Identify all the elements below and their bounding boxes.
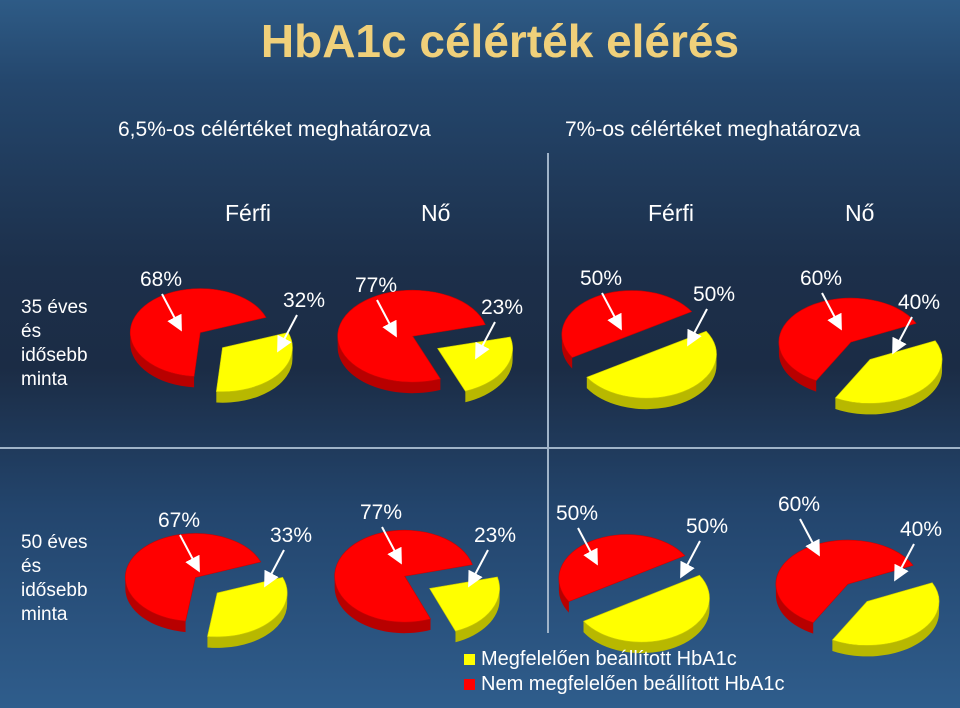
pie-8-achieved-side-0 [832,601,940,657]
row-label-50-line-2: és [21,556,42,577]
pie-3: 50% 50% [561,267,735,410]
pie-1-label-achieved: 32% [283,289,325,312]
pie-1-not-achieved-side-0 [130,332,195,388]
pie-8-slice-not-achieved [775,539,914,623]
pie-2-achieved-side-0 [465,348,513,403]
pie-3-arrow-not-achieved [601,292,622,331]
pie-1-slice-achieved [215,332,293,392]
pie-1: 68% 32% [129,268,325,403]
row-label-50-line-4: minta [21,604,68,625]
vertical-divider [547,153,549,633]
pie-5-label-not-achieved: 67% [158,509,200,532]
pie-4-label-not-achieved: 60% [800,267,842,290]
pie-4-achieved-side-0 [835,359,943,415]
pie-7-slice-achieved [582,574,710,643]
group-header-7: 7%-os célértéket meghatározva [565,118,861,141]
pie-3-slice-not-achieved [561,290,693,358]
row-label-35-line-3: idősebb [21,345,88,366]
pie-6-arrow-not-achieved [381,526,402,565]
pie-2-slice-achieved [437,336,513,392]
row-label-50: 50 éves és idősebb minta [21,531,88,627]
pie-6-label-achieved: 23% [474,524,516,547]
pie-5-label-achieved: 33% [270,524,312,547]
pie-7-label-not-achieved: 50% [556,502,598,525]
pie-4-slice-achieved [834,340,943,404]
pie-6: 77% 23% [334,501,516,643]
pie-3-arrow-achieved [687,308,708,347]
pie-5-slice-achieved [207,576,288,638]
sex-label-ferfi-2: Férfi [648,200,694,226]
pie-2-label-not-achieved: 77% [355,274,397,297]
row-label-50-line-3: idősebb [21,580,88,601]
group-header-6-5: 6,5%-os célértéket meghatározva [118,118,431,141]
pie-2-arrow-not-achieved [376,299,397,338]
pie-5-slice-not-achieved [125,533,262,622]
pie-4: 60% 40% [778,267,943,415]
pie-7-arrow-achieved [680,540,701,579]
pie-6-slice-achieved [429,576,500,632]
pie-4-arrow-achieved [892,316,913,355]
legend-swatch-achieved [464,654,475,666]
pie-2-not-achieved-side-0 [337,336,441,394]
pie-6-achieved-side-0 [455,588,500,643]
pie-2-arrow-achieved [475,321,496,360]
pie-7-achieved-side-0 [583,598,710,654]
pie-4-arrow-not-achieved [821,292,842,331]
horizontal-divider [0,447,960,449]
pie-5-achieved-side-0 [207,592,288,648]
pie-7: 50% 50% [556,502,728,654]
pie-4-slice-not-achieved [778,297,917,381]
row-label-35-line-1: 35 éves [21,297,88,318]
pie-8-not-achieved-side-0 [775,584,814,634]
pie-5-arrow-achieved [264,549,285,588]
legend-label-not-achieved: Nem megfelelően beállított HbA1c [481,673,785,695]
pie-2-label-achieved: 23% [481,296,523,319]
sex-label-ferfi-1: Férfi [225,200,271,226]
pie-3-slice-achieved [586,330,717,399]
pie-2-slice-not-achieved [337,289,486,383]
row-label-35-line-4: minta [21,369,68,390]
pie-5-arrow-not-achieved [179,534,200,573]
sex-label-no-1: Nő [421,200,451,226]
pie-8-label-not-achieved: 60% [778,493,820,516]
pie-4-not-achieved-side-0 [778,342,817,392]
legend-item-not-achieved: Nem megfelelően beállított HbA1c [464,673,785,696]
sex-label-no-2: Nő [845,200,875,226]
pie-1-label-not-achieved: 68% [140,268,182,291]
legend-swatch-not-achieved [464,679,475,691]
pie-6-slice-not-achieved [334,529,473,623]
pie-1-arrow-achieved [277,314,298,353]
pie-5: 67% 33% [125,509,312,648]
pie-8-slice-achieved [831,582,940,646]
pie-3-label-not-achieved: 50% [580,267,622,290]
row-label-35: 35 éves és idősebb minta [21,296,88,392]
pie-7-arrow-not-achieved [577,527,598,566]
pie-6-not-achieved-side-0 [334,576,431,634]
legend-label-achieved: Megfelelően beállított HbA1c [481,648,737,670]
pie-8-arrow-achieved [894,543,915,582]
pie-1-arrow-not-achieved [161,293,182,332]
pie-3-label-achieved: 50% [693,283,735,306]
pie-8-arrow-not-achieved [799,518,820,557]
legend: Megfelelően beállított HbA1c Nem megfele… [464,648,785,696]
pie-6-arrow-achieved [468,549,489,588]
pie-7-label-achieved: 50% [686,515,728,538]
pie-5-not-achieved-side-0 [125,577,186,633]
pie-1-slice-not-achieved [129,288,267,377]
row-label-50-line-1: 50 éves [21,532,88,553]
pie-8-label-achieved: 40% [900,518,942,541]
pie-3-achieved-side-0 [586,354,717,410]
pie-6-label-not-achieved: 77% [360,501,402,524]
legend-item-achieved: Megfelelően beállított HbA1c [464,648,785,671]
page-title: HbA1c célérték elérés [260,15,740,67]
pie-4-label-achieved: 40% [898,291,940,314]
row-label-35-line-2: és [21,321,42,342]
pie-8: 60% 40% [775,493,942,657]
pie-2: 77% 23% [337,274,523,403]
